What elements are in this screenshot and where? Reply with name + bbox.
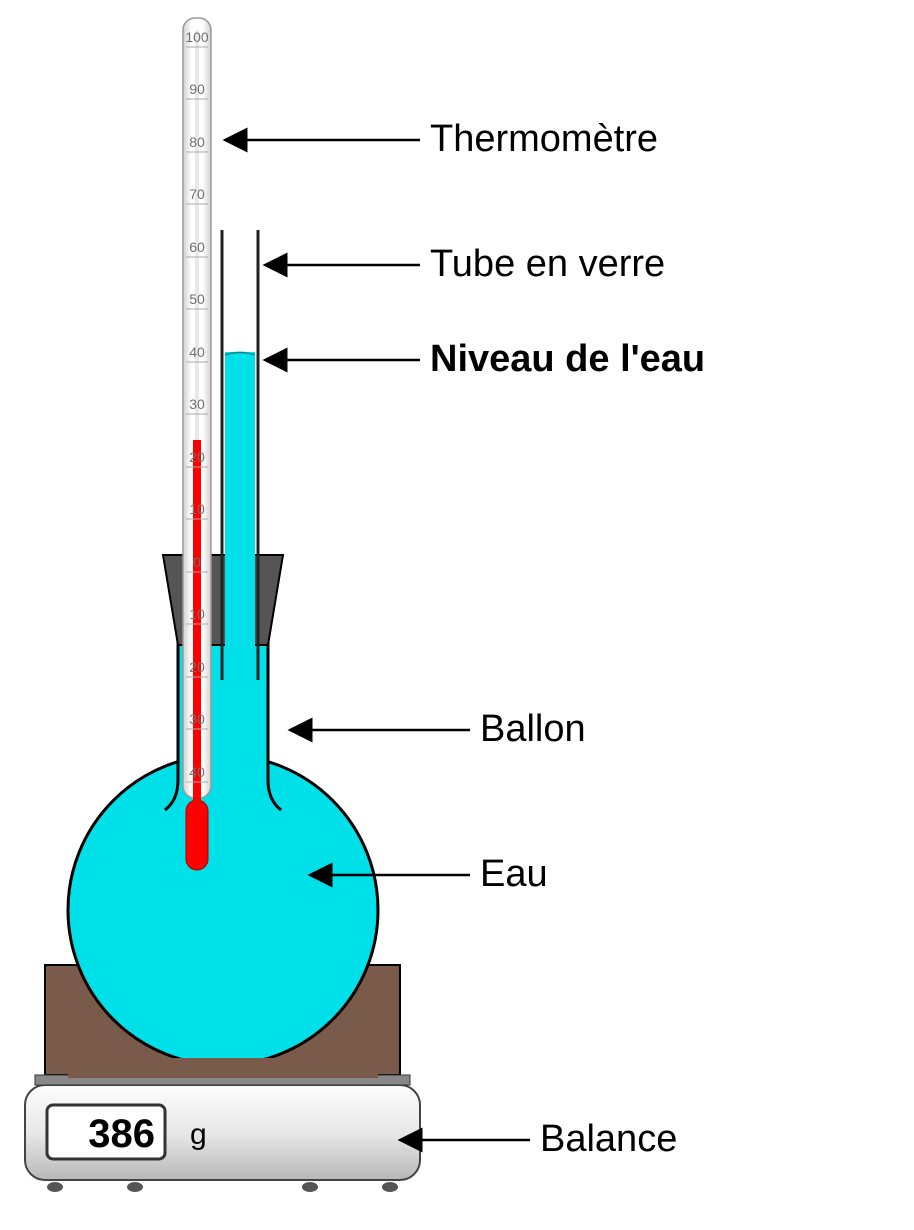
label-glass-tube: Tube en verre bbox=[430, 243, 665, 286]
label-water: Eau bbox=[480, 853, 548, 896]
balance: 386 g bbox=[25, 1085, 420, 1192]
svg-text:20: 20 bbox=[189, 449, 205, 465]
svg-text:30: 30 bbox=[189, 711, 205, 727]
thermometer: 100 90 80 70 60 50 40 30 20 10 0 10 20 3… bbox=[183, 18, 211, 870]
svg-text:50: 50 bbox=[189, 291, 205, 307]
svg-text:20: 20 bbox=[189, 659, 205, 675]
svg-text:40: 40 bbox=[189, 344, 205, 360]
svg-text:90: 90 bbox=[189, 81, 205, 97]
label-flask: Ballon bbox=[480, 708, 586, 751]
scale-reading: 386 bbox=[88, 1112, 155, 1156]
svg-text:0: 0 bbox=[193, 554, 201, 570]
label-thermometer: Thermomètre bbox=[430, 118, 658, 161]
svg-text:60: 60 bbox=[189, 239, 205, 255]
label-balance: Balance bbox=[540, 1118, 677, 1161]
svg-text:100: 100 bbox=[185, 29, 209, 45]
svg-text:10: 10 bbox=[189, 606, 205, 622]
glass-tube bbox=[222, 230, 258, 682]
label-water-level: Niveau de l'eau bbox=[430, 338, 705, 381]
svg-text:70: 70 bbox=[189, 186, 205, 202]
svg-text:10: 10 bbox=[189, 501, 205, 517]
flask bbox=[68, 640, 378, 1078]
svg-text:40: 40 bbox=[189, 764, 205, 780]
svg-text:80: 80 bbox=[189, 134, 205, 150]
scale-unit: g bbox=[190, 1118, 207, 1151]
svg-text:30: 30 bbox=[189, 396, 205, 412]
